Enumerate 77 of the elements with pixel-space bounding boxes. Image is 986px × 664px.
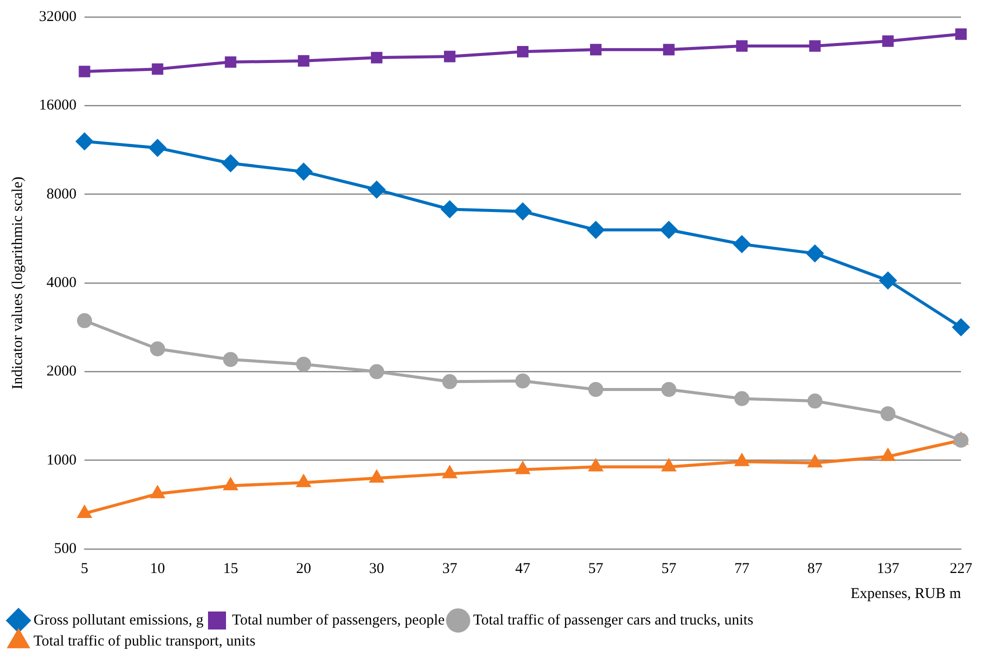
point [77,313,92,328]
point [149,139,166,156]
point [224,478,238,490]
x-tick-label: 137 [876,560,900,577]
point [515,373,530,388]
point [590,44,602,56]
point [808,455,822,468]
point [879,272,896,289]
y-tick-label: 1000 [46,452,76,468]
point [78,506,92,518]
point [662,459,676,472]
x-tick-label: 87 [807,560,823,577]
point [663,44,675,56]
point [589,459,602,472]
y-tick-label: 16000 [39,98,76,114]
point [806,244,824,262]
point [880,406,896,422]
point [370,470,384,483]
point [298,55,310,67]
point [733,236,750,253]
point [809,40,821,52]
point [444,50,456,62]
point [514,202,532,220]
x-tick-label: 30 [369,560,384,577]
point [441,200,458,218]
x-tick-label: 15 [223,560,238,577]
x-tick-label: 37 [442,560,458,577]
point [660,221,678,238]
x-tick-label: 227 [950,560,973,577]
point [443,466,456,478]
point [955,28,967,40]
x-tick-label: 77 [734,560,750,577]
y-tick-label: 500 [54,540,76,557]
point [736,40,748,52]
point [223,352,238,367]
point [587,221,604,238]
point [76,132,93,150]
point [734,391,750,406]
point [882,35,894,47]
point [807,394,822,409]
point [517,46,528,58]
point [954,432,968,448]
point [952,318,970,336]
point [78,66,90,78]
point [442,374,458,390]
point [295,163,312,180]
point [516,462,530,474]
y-tick-label: 4000 [46,274,76,291]
x-tick-label: 57 [588,560,604,577]
x-tick-label: 47 [515,560,531,577]
point [222,154,240,172]
legend-label: Gross pollutant emissions, g [34,612,204,628]
y-tick-label: 32000 [39,8,76,25]
point [150,486,164,498]
point [881,449,895,462]
point [224,56,236,68]
point [152,63,164,75]
point [735,454,749,466]
point [368,181,386,198]
x-tick-label: 20 [296,560,312,577]
point [588,382,604,397]
y-axis-title: Indicator values (logarithmic scale) [10,176,26,390]
point [369,364,384,380]
legend-label: Total traffic of public transport, units [34,633,256,650]
legend-label: Total traffic of passenger cars and trucks, units [473,612,754,628]
x-axis-title: Expenses, RUB m [850,586,962,602]
legend-label: Total number of passengers, people [232,612,445,628]
y-tick-label: 8000 [46,186,76,202]
point [661,382,676,397]
x-tick-label: 5 [80,560,88,577]
point [370,52,382,64]
x-tick-label: 10 [150,560,166,577]
y-tick-label: 2000 [46,364,76,380]
point [296,356,312,372]
point [296,475,310,488]
point [150,341,166,356]
x-tick-label: 57 [661,560,677,577]
